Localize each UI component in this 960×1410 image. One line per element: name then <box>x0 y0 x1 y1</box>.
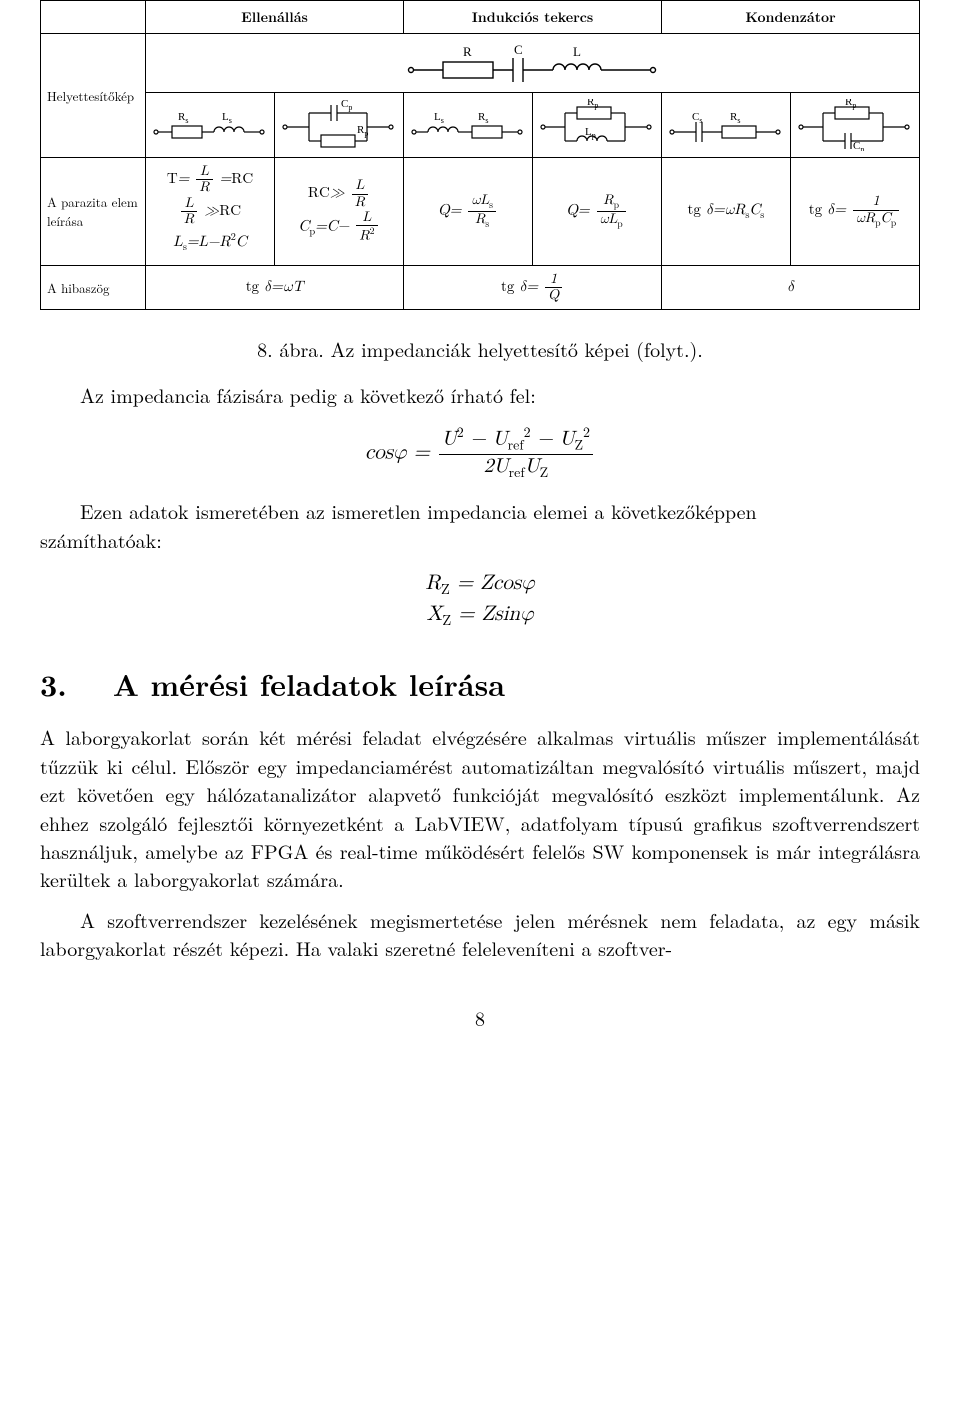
r4c2: tg δ= 1Q <box>404 265 662 310</box>
svg-text:Rs: Rs <box>178 111 188 125</box>
l-label: L <box>573 44 581 59</box>
r4c1: tg δ=ωT <box>146 265 404 310</box>
th-inductor: Indukciós tekercs <box>404 1 662 34</box>
rp-lp-circuit: Rp Lp <box>533 93 662 158</box>
rs-ls-circuit: Rs Ls <box>146 93 275 158</box>
th-blank <box>41 1 146 34</box>
figure-caption: 8. ábra. Az impedanciák helyettesítő kép… <box>40 334 920 363</box>
r3c6: tg δ= 1ωRpCp <box>791 158 920 266</box>
row1-label: Helyettesítőkép <box>41 34 146 158</box>
cs-rs-circuit: Cs Rs <box>662 93 791 158</box>
body-para-1: A laborgyakorlat során két mérési felada… <box>40 723 920 893</box>
svg-text:Rs: Rs <box>478 111 488 125</box>
r3c1: T= LR =RC LR ≫RC Ls=L−R2C <box>146 158 275 266</box>
impedance-table: Ellenállás Indukciós tekercs Kondenzátor… <box>40 0 920 310</box>
page-number: 8 <box>40 1003 920 1032</box>
th-capacitor: Kondenzátor <box>662 1 920 34</box>
cos-formula: cosφ = U2 − Uref2 − UZ2 2UrefUZ <box>40 426 920 481</box>
svg-text:Rp: Rp <box>587 99 598 110</box>
svg-text:Cp: Cp <box>341 99 352 112</box>
section-num: 3. <box>40 662 67 705</box>
svg-text:Ls: Ls <box>222 111 232 125</box>
svg-text:Rp: Rp <box>845 99 856 110</box>
intro-para-2a: Ezen adatok ismeretében az ismeretlen im… <box>40 497 920 525</box>
intro-para-1: Az impedancia fázisára pedig a következő… <box>40 381 920 409</box>
r4c3: δ <box>662 265 920 310</box>
ls-rs-circuit: Ls Rs <box>404 93 533 158</box>
intro-para-2b: számíthatóak: <box>40 526 920 554</box>
cp-rp-circuit: Cp Rp <box>275 93 404 158</box>
row4-label: A hibaszög <box>41 265 146 310</box>
rcl-circuit: R C L <box>146 34 920 93</box>
body-para-2: A szoftverrendszer kezelésének megismert… <box>40 906 920 963</box>
svg-text:Lp: Lp <box>585 126 596 140</box>
r3c5: tg δ=ωRsCs <box>662 158 791 266</box>
c-label: C <box>514 42 523 57</box>
r-label: R <box>463 44 472 59</box>
row3-label: A parazita elem leírása <box>41 158 146 266</box>
th-resistor: Ellenállás <box>146 1 404 34</box>
svg-text:Rs: Rs <box>730 111 740 125</box>
svg-text:Cp: Cp <box>853 140 864 151</box>
rz-xz-formula: RZ = Zcosφ XZ = Zsinφ <box>40 570 920 631</box>
svg-text:Cs: Cs <box>692 111 702 125</box>
r3c4: Q= RpωLp <box>533 158 662 266</box>
svg-text:Ls: Ls <box>434 111 444 125</box>
section-heading: 3. A mérési feladatok leírása <box>40 662 920 705</box>
r3c3: Q= ωLsRs <box>404 158 533 266</box>
rp-cp-circuit: Rp Cp <box>791 93 920 158</box>
intro-para-2a-text: Ezen adatok ismeretében az ismeretlen im… <box>80 496 757 525</box>
r3c2: RC≫ LR Cp=C− LR2 <box>275 158 404 266</box>
section-title: A mérési feladatok leírása <box>113 662 505 705</box>
